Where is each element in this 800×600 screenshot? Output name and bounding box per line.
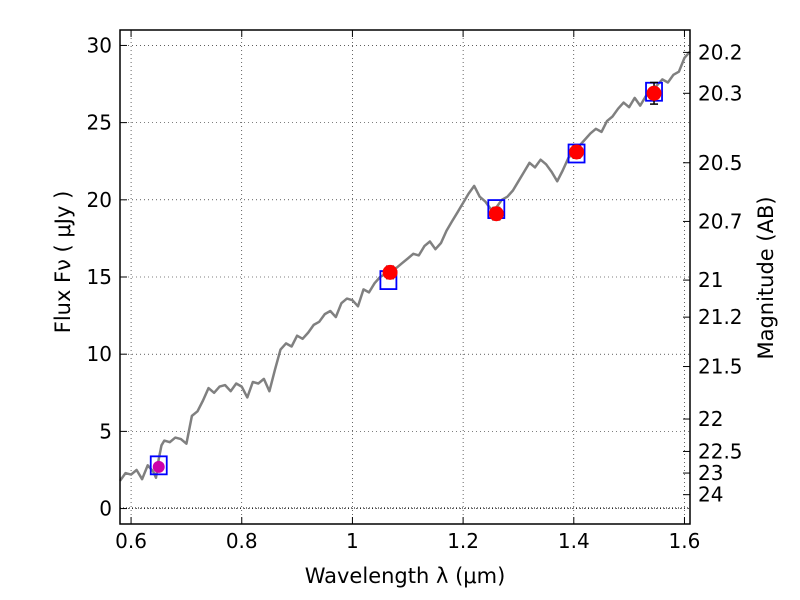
y-tick-label: 0 (99, 497, 112, 521)
mag-tick-label: 21 (698, 268, 723, 292)
y-axis-ticks: 0 5 10 15 20 25 30 (87, 33, 127, 521)
observed-point (152, 460, 165, 473)
x-axis-label: Wavelength λ (μm) (305, 564, 506, 588)
mag-tick-label: 21.2 (698, 305, 743, 329)
observed-point (646, 85, 662, 101)
model-square-marker (149, 455, 168, 476)
spectrum-series (118, 50, 691, 482)
y-tick-label: 20 (87, 188, 112, 212)
y-axis-label: Flux Fν ( μJy ) (51, 191, 75, 334)
observed-point (382, 264, 398, 280)
y-tick-label: 10 (87, 342, 112, 366)
mag-tick-label: 23 (698, 461, 723, 485)
observed-point (488, 206, 504, 222)
mag-tick-label: 20.7 (698, 209, 743, 233)
mag-tick-label: 20.5 (698, 151, 743, 175)
y-tick-label: 15 (87, 265, 112, 289)
x-tick-label: 1.6 (669, 529, 701, 553)
grid (120, 30, 690, 524)
spectrum-line (118, 50, 691, 482)
mag-tick-label: 22 (698, 407, 723, 431)
mag-tick-label: 20.2 (698, 40, 743, 64)
photometry-points (149, 81, 663, 476)
x-tick-label: 1 (346, 529, 359, 553)
mag-tick-label: 24 (698, 483, 723, 507)
y-tick-label: 5 (99, 419, 112, 443)
observed-point (569, 144, 585, 160)
x-tick-label: 0.6 (115, 529, 147, 553)
y-tick-label: 30 (87, 33, 112, 57)
mag-tick-label: 22.5 (698, 439, 743, 463)
y-tick-label: 25 (87, 111, 112, 135)
x-axis-ticks: 0.6 0.8 1 1.2 1.4 1.6 (115, 30, 700, 553)
mag-tick-label: 20.3 (698, 81, 743, 105)
right-axis-label: Magnitude (AB) (754, 196, 778, 359)
x-tick-label: 1.4 (558, 529, 590, 553)
x-tick-label: 0.8 (226, 529, 258, 553)
mag-tick-label: 21.5 (698, 355, 743, 379)
x-tick-label: 1.2 (447, 529, 479, 553)
